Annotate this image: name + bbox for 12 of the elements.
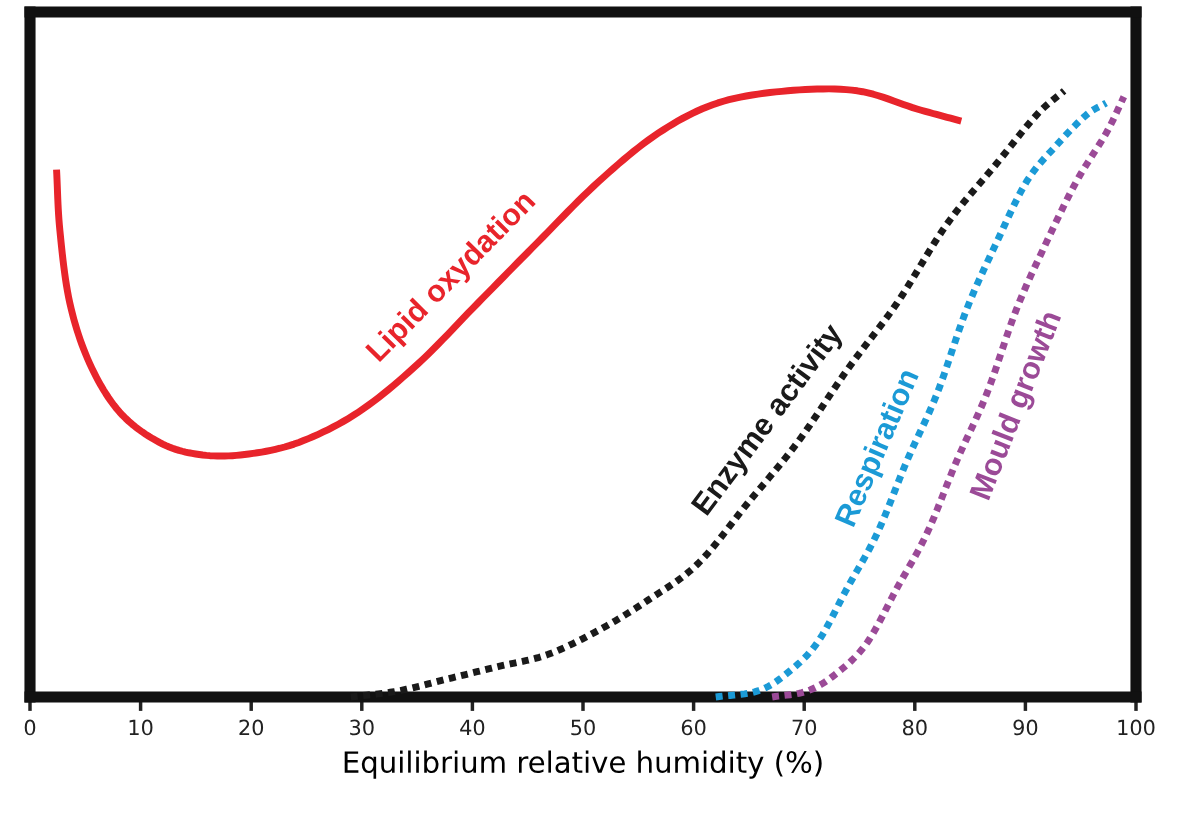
x-tick-label: 100 (1118, 719, 1155, 736)
x-tick-label: 20 (239, 719, 264, 736)
x-tick-label: 70 (792, 719, 817, 736)
x-tick-label: 50 (571, 719, 595, 736)
x-tick-label: 0 (24, 719, 36, 736)
x-tick-label: 40 (460, 719, 485, 736)
x-tick-label: 10 (129, 719, 153, 736)
x-tick-label: 90 (1013, 719, 1038, 736)
x-tick-label: 30 (350, 719, 374, 736)
x-tick-label: 60 (681, 719, 706, 736)
x-tick-label: 80 (902, 719, 927, 736)
x-axis-title: Equilibrium relative humidity (%) (344, 750, 822, 779)
